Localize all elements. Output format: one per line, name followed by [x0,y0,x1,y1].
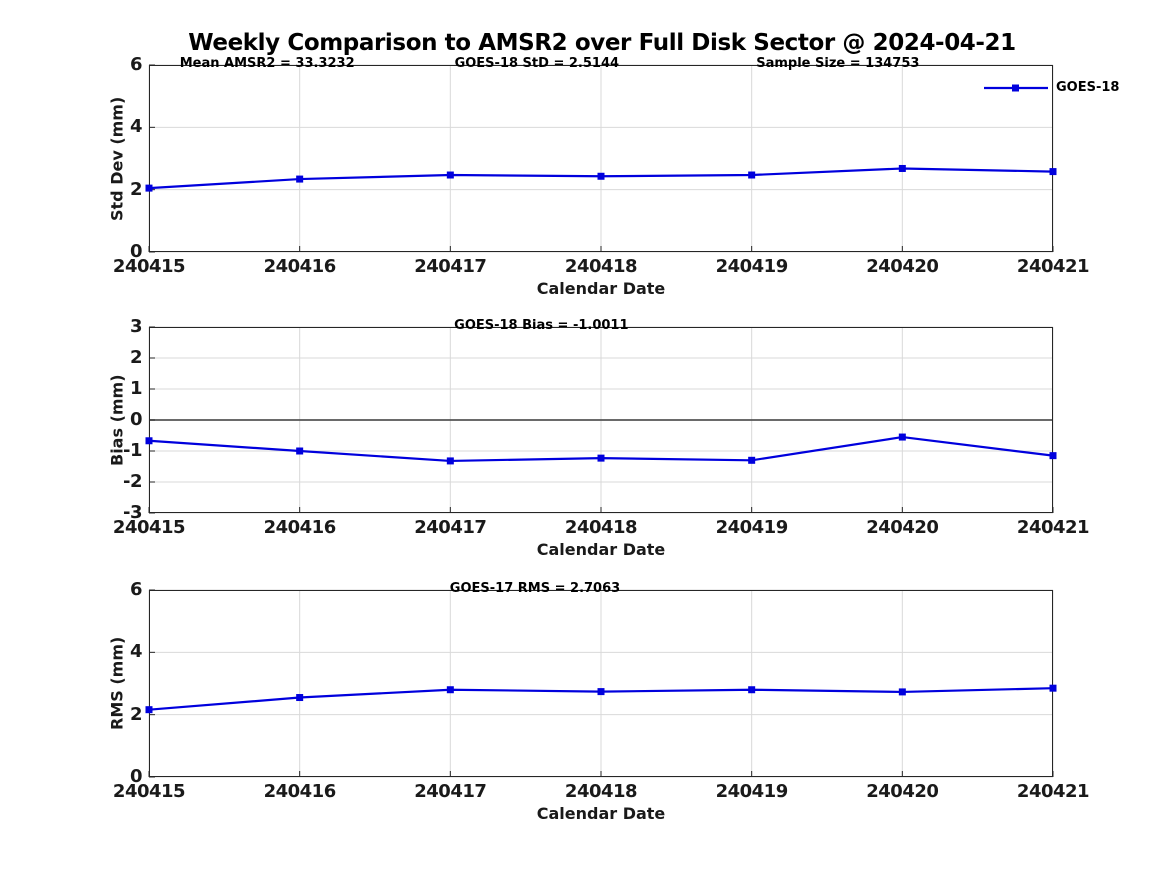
x-tick-label: 240418 [564,781,638,802]
x-tick-label: 240419 [715,781,789,802]
x-tick-label: 240419 [715,517,789,538]
y-tick-label: -1 [123,440,143,461]
y-tick-label: 0 [129,409,143,430]
subplot-bias: Bias (mm) -3 -2 -1 0 1 2 3 240415 240416 240417 2… [0,316,1167,559]
x-tick-label: 240420 [866,256,939,277]
annotation-text: GOES-18 StD = 2.5144 [454,56,620,71]
y-tick-label: 2 [129,703,143,725]
x-tick-label: 240415 [112,256,186,277]
y-tick-label: 4 [129,116,143,138]
data-point-marker [1049,168,1057,176]
data-point-marker [446,457,454,465]
x-tick-label: 240421 [1016,517,1090,538]
data-point-marker [748,456,756,464]
y-tick-label: 0 [129,241,143,262]
x-tick-label: 240416 [263,256,337,277]
x-tick-label: 240421 [1016,256,1090,277]
plot-svg [145,64,1057,253]
x-axis-label: Calendar Date [536,540,666,559]
data-point-marker [597,454,605,462]
data-point-marker [145,184,153,192]
data-point-marker [597,172,605,180]
x-tick-label: 240415 [112,781,186,802]
data-point-marker [446,686,454,694]
x-tick-label: 240417 [414,781,487,802]
x-tick-label: 240416 [263,517,337,538]
data-point-marker [748,171,756,179]
y-tick-label: 6 [129,54,143,75]
plot-svg [145,589,1057,778]
annotation-text: GOES-17 RMS = 2.7063 [449,581,621,596]
chart-title: Weekly Comparison to AMSR2 over Full Dis… [188,30,1016,56]
x-tick-label: 240415 [112,517,186,538]
data-point-marker [296,447,304,455]
data-point-marker [296,694,304,702]
x-tick-label: 240418 [564,256,638,277]
x-tick-label: 240420 [866,517,939,538]
x-axis-label: Calendar Date [536,804,666,823]
annotation-text: Sample Size = 134753 [756,56,920,71]
y-tick-label: 2 [129,347,143,368]
data-point-marker [296,175,304,183]
subplot-std-dev: Std Dev (mm) 0 2 4 6 240415 240416 240417 2404… [0,54,1167,298]
data-point-marker [898,433,906,441]
data-point-marker [597,688,605,696]
y-axis-label-rms: RMS (mm) [107,636,127,731]
x-tick-label: 240420 [866,781,939,802]
data-point-marker [446,171,454,179]
data-point-marker [145,437,153,445]
data-point-marker [748,686,756,694]
data-point-marker [898,164,906,172]
y-axis-label-std-dev: Std Dev (mm) [107,96,127,221]
x-tick-label: 240417 [414,256,487,277]
y-tick-label: 4 [129,641,143,663]
plot-svg [145,326,1057,514]
x-tick-label: 240419 [715,256,789,277]
data-point-marker [145,706,153,714]
x-tick-label: 240421 [1016,781,1090,802]
y-tick-label: 3 [129,316,143,337]
x-axis-label: Calendar Date [536,279,666,298]
annotation-text: GOES-18 Bias = -1.0011 [454,318,629,333]
y-tick-label: 1 [129,378,143,399]
legend: GOES-18 [983,80,1119,95]
y-tick-label: -3 [123,502,143,523]
plot-area-bias [145,326,1057,514]
y-tick-label: 6 [129,579,143,600]
x-tick-label: 240417 [414,517,487,538]
data-point-marker [898,688,906,696]
y-tick-label: 2 [129,178,143,200]
x-tick-label: 240418 [564,517,638,538]
annotation-text: Mean AMSR2 = 33.3232 [179,56,355,71]
y-tick-label: -2 [123,471,143,492]
subplot-rms: RMS (mm) 0 2 4 6 240415 240416 240417 240418 24… [0,579,1167,823]
data-point-marker [1049,684,1057,692]
x-tick-label: 240416 [263,781,337,802]
legend-label: GOES-18 [1056,80,1120,95]
y-tick-label: 0 [129,766,143,787]
data-point-marker [1049,452,1057,460]
plot-area-rms [145,589,1057,778]
plot-area-std-dev [145,64,1057,253]
legend-line-icon [984,84,1048,91]
